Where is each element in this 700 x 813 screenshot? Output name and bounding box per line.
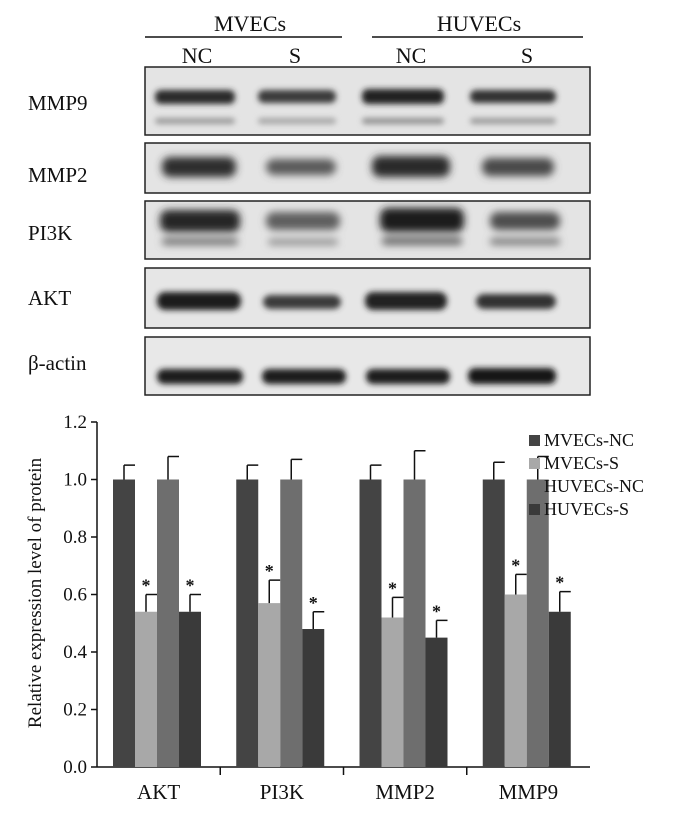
significance-marker: * <box>511 555 520 575</box>
y-tick-label: 0.4 <box>63 642 87 663</box>
legend-label: HUVECs-NC <box>544 476 644 496</box>
significance-marker: * <box>142 576 151 596</box>
y-tick-label: 0.8 <box>63 527 87 548</box>
legend-swatch <box>529 435 540 446</box>
bar <box>548 611 571 767</box>
significance-marker: * <box>432 601 441 621</box>
legend-swatch <box>529 481 540 492</box>
band-label-beta-actin: β-actin <box>28 351 87 375</box>
blot-panel-akt <box>144 267 591 329</box>
bar <box>280 479 303 767</box>
band-label-mmp2: MMP2 <box>28 163 88 187</box>
y-tick-label: 0.6 <box>63 585 87 606</box>
bar <box>157 479 179 767</box>
lane-label-mvecs-nc: NC <box>182 43 213 68</box>
y-tick-label: 0.0 <box>63 757 87 778</box>
band-label-pi3k: PI3K <box>28 221 72 245</box>
blot-panel-mmp2 <box>144 142 591 194</box>
western-blot: MVECs HUVECs NC S NC S MMP9 MMP2 PI3K AK… <box>28 11 591 396</box>
bar <box>526 479 549 767</box>
legend-label: MVECs-NC <box>544 430 634 450</box>
y-tick-label: 0.2 <box>63 700 87 721</box>
bar <box>302 629 325 767</box>
group-label-huvecs: HUVECs <box>437 11 521 36</box>
bar <box>236 479 259 767</box>
bar <box>381 617 404 767</box>
y-axis-label: Relative expression level of protein <box>25 457 46 728</box>
band-label-mmp9: MMP9 <box>28 91 88 115</box>
significance-marker: * <box>186 576 195 596</box>
bar <box>504 594 527 767</box>
bar <box>482 479 505 767</box>
legend-swatch <box>529 504 540 515</box>
significance-marker: * <box>265 561 274 581</box>
bar <box>258 603 281 767</box>
bar <box>425 637 448 767</box>
bar <box>113 479 135 767</box>
significance-marker: * <box>555 573 564 593</box>
x-tick-label: PI3K <box>260 780 304 804</box>
legend-swatch <box>529 458 540 469</box>
y-tick-label: 1.0 <box>63 470 87 491</box>
group-label-mvecs: MVECs <box>214 11 286 36</box>
bar <box>359 479 382 767</box>
bar <box>179 611 201 767</box>
blot-panel-mmp9 <box>144 66 591 136</box>
lane-label-huvecs-nc: NC <box>396 43 427 68</box>
blot-panel-pi3k <box>144 200 591 260</box>
y-tick-label: 1.2 <box>63 412 87 433</box>
band-label-akt: AKT <box>28 286 71 310</box>
significance-marker: * <box>388 578 397 598</box>
bar <box>403 479 426 767</box>
legend-label: HUVECs-S <box>544 499 629 519</box>
bar-chart: Relative expression level of protein 0.0… <box>25 412 644 804</box>
x-tick-label: AKT <box>137 780 180 804</box>
x-tick-label: MMP9 <box>499 780 559 804</box>
lane-label-huvecs-s: S <box>521 43 533 68</box>
significance-marker: * <box>309 593 318 613</box>
legend-label: MVECs-S <box>544 453 619 473</box>
bar <box>135 611 157 767</box>
blot-panel-beta-actin <box>144 336 591 396</box>
x-tick-label: MMP2 <box>375 780 435 804</box>
lane-label-mvecs-s: S <box>289 43 301 68</box>
